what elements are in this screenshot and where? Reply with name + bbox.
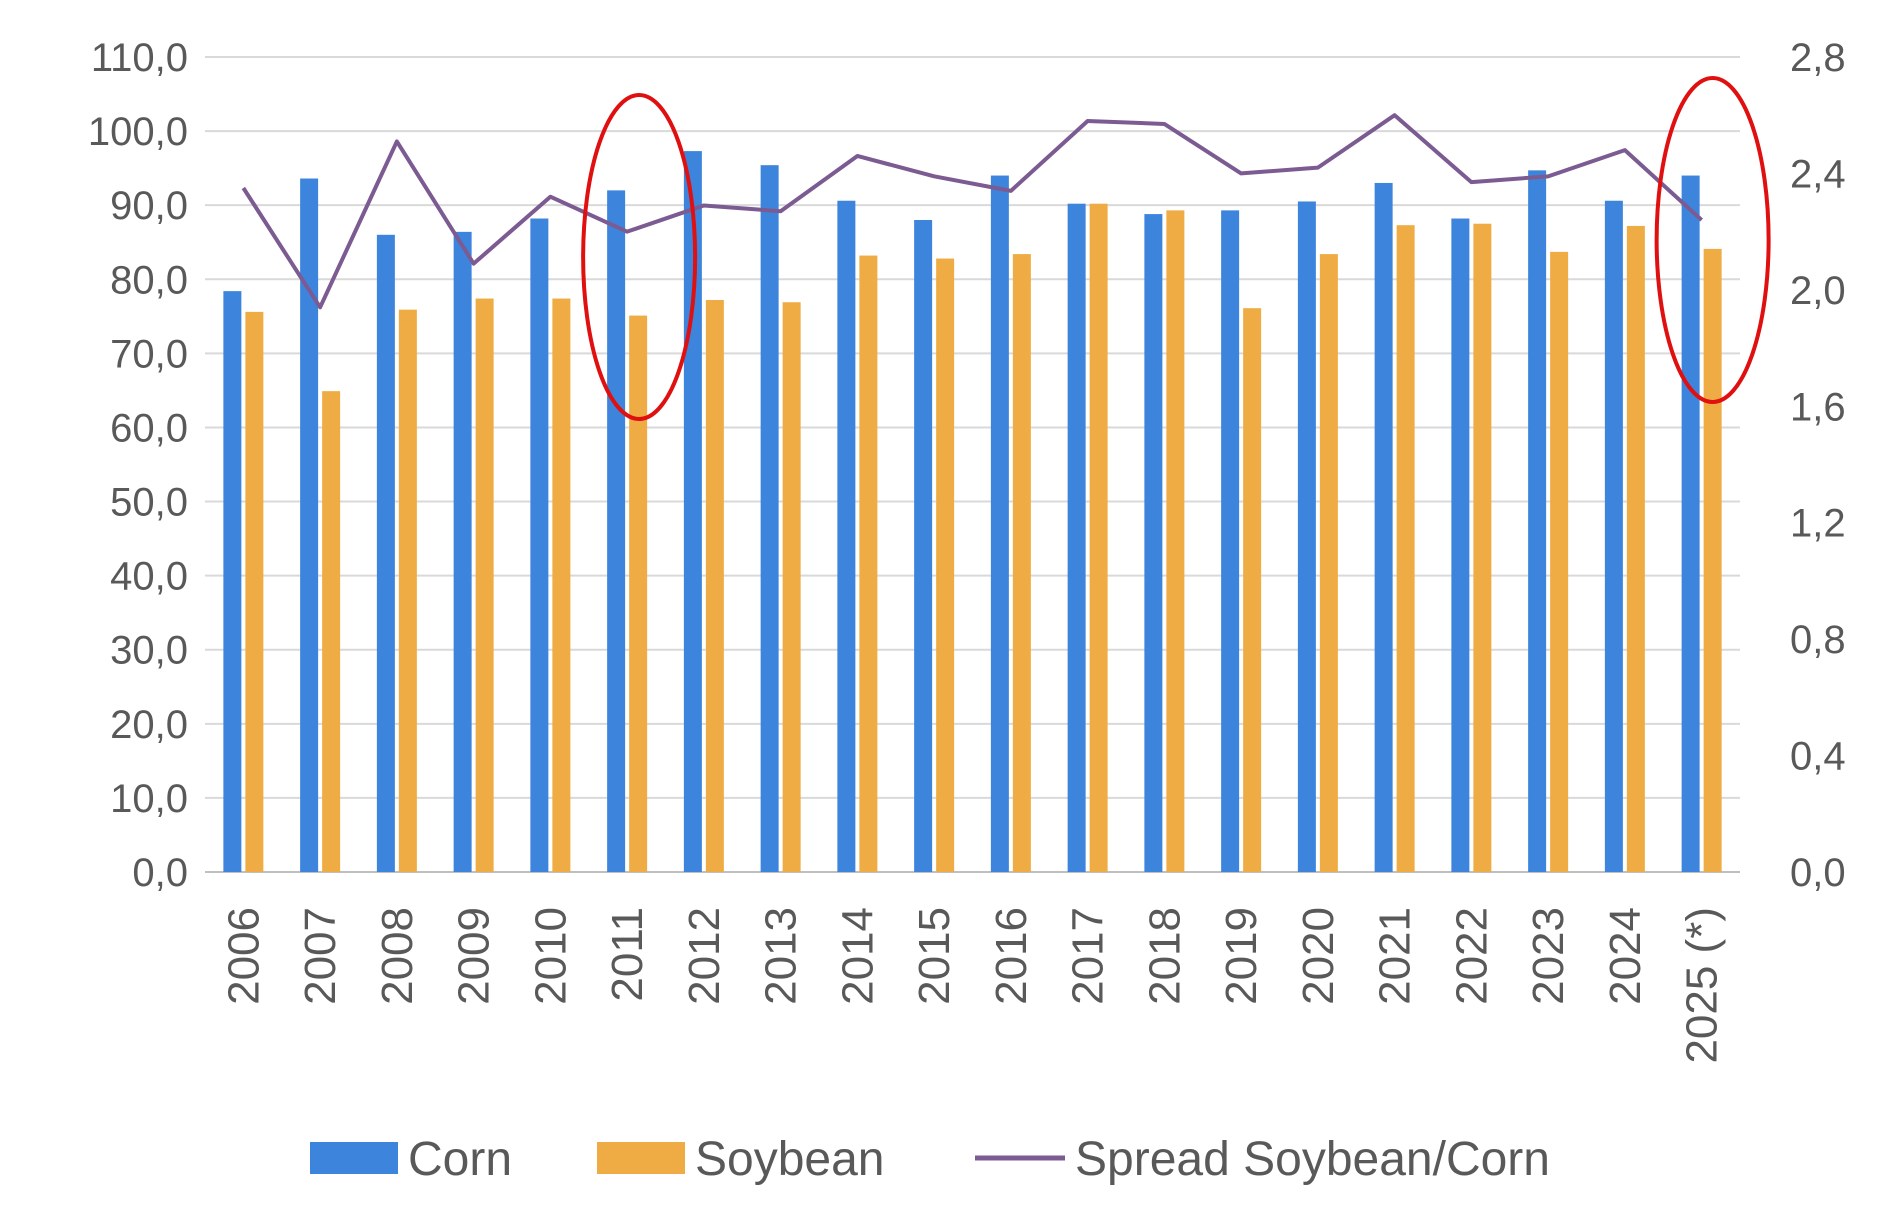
right-tick-label: 0,8 (1790, 618, 1846, 662)
bars (223, 151, 1722, 873)
spread-line (241, 113, 1703, 310)
bar-corn (760, 165, 779, 872)
bar-soybean (1319, 254, 1338, 873)
left-tick-label: 100,0 (88, 110, 188, 154)
bar-soybean (1626, 225, 1645, 873)
legend: Corn Soybean Spread Soybean/Corn (310, 1133, 1550, 1186)
x-tick-label: 2013 (757, 907, 806, 1005)
bar-soybean (1166, 210, 1185, 873)
left-tick-label: 110,0 (91, 36, 188, 80)
bar-corn (1528, 170, 1547, 873)
left-tick-label: 50,0 (110, 481, 188, 525)
bar-corn (1297, 201, 1316, 872)
x-tick-label: 2010 (526, 907, 575, 1005)
x-tick-label: 2023 (1524, 907, 1573, 1005)
left-tick-label: 60,0 (110, 406, 188, 450)
bar-soybean (552, 298, 571, 872)
x-tick-label: 2016 (987, 907, 1036, 1005)
bar-corn (1144, 214, 1163, 872)
right-tick-label: 1,6 (1790, 385, 1846, 429)
bar-corn (300, 178, 319, 872)
annotation-ellipse (581, 93, 698, 421)
bar-soybean (782, 302, 801, 872)
right-tick-label: 2,4 (1790, 152, 1846, 196)
bar-corn (530, 218, 549, 872)
x-tick-label: 2020 (1294, 907, 1343, 1005)
bar-corn (1604, 200, 1623, 873)
x-tick-label: 2012 (680, 907, 729, 1005)
bar-corn (223, 291, 242, 872)
x-tick-label: 2024 (1601, 907, 1650, 1005)
bar-soybean (705, 300, 724, 872)
bar-corn (607, 190, 626, 872)
x-tick-label: 2011 (603, 907, 652, 1002)
left-tick-label: 40,0 (110, 555, 188, 599)
x-tick-label: 2021 (1371, 907, 1420, 1005)
bar-corn (914, 220, 933, 872)
bar-soybean (859, 255, 878, 873)
right-tick-label: 1,2 (1790, 502, 1846, 546)
bar-corn (1067, 203, 1086, 872)
bar-soybean (1089, 203, 1108, 872)
x-tick-label: 2009 (450, 907, 499, 1005)
bar-corn (376, 234, 395, 872)
bar-soybean (629, 315, 648, 872)
x-tick-label: 2007 (296, 907, 345, 1005)
line-spread (241, 113, 1703, 310)
x-tick-label: 2014 (833, 907, 882, 1005)
bar-corn (453, 231, 472, 872)
bar-soybean (1396, 225, 1415, 872)
bar-soybean (398, 309, 417, 872)
bar-soybean (1243, 308, 1262, 872)
right-tick-label: 0,4 (1790, 735, 1846, 779)
left-tick-label: 0,0 (132, 851, 188, 895)
left-tick-label: 80,0 (110, 258, 188, 302)
bar-corn (990, 175, 1009, 872)
bar-soybean (245, 311, 264, 872)
bar-soybean (475, 298, 494, 872)
left-tick-label: 20,0 (110, 703, 188, 747)
x-tick-label: 2022 (1447, 907, 1496, 1005)
bar-soybean (322, 391, 341, 872)
legend-label-spread: Spread Soybean/Corn (1075, 1133, 1550, 1186)
left-tick-label: 90,0 (110, 184, 188, 228)
legend-label-soybean: Soybean (695, 1133, 885, 1186)
bar-corn (1681, 175, 1700, 872)
x-tick-label: 2019 (1217, 907, 1266, 1005)
left-axis-ticks: 0,0 10,0 20,0 30,0 40,0 50,0 60,0 70,0 80,0 90,0 1… (88, 36, 188, 895)
right-axis-ticks: 0,0 0,4 0,8 1,2 1,6 2,0 2,4 2,8 (1790, 36, 1846, 895)
left-tick-label: 10,0 (110, 777, 188, 821)
legend-swatch-soybean (597, 1142, 685, 1174)
right-tick-label: 0,0 (1790, 851, 1846, 895)
left-tick-label: 30,0 (110, 629, 188, 673)
x-tick-label: 2025 (*) (1678, 907, 1727, 1064)
bar-soybean (1550, 251, 1569, 873)
bar-soybean (1012, 254, 1031, 873)
bar-corn (1221, 210, 1240, 873)
x-tick-label: 2018 (1140, 907, 1189, 1005)
bar-corn (1374, 182, 1393, 873)
x-tick-label: 2015 (910, 907, 959, 1005)
bar-soybean (1473, 223, 1492, 873)
x-tick-label: 2017 (1064, 907, 1113, 1005)
legend-swatch-corn (310, 1142, 398, 1174)
bar-corn (837, 200, 856, 873)
x-axis-labels: 2006 2007 2008 2009 2010 2011 2012 2013 2014 2015… (219, 907, 1726, 1064)
left-tick-label: 70,0 (110, 332, 188, 376)
bar-corn (683, 151, 702, 872)
bar-soybean (936, 258, 955, 872)
annotation-ellipse (1654, 76, 1771, 404)
x-tick-label: 2008 (373, 907, 422, 1005)
bar-corn (1451, 218, 1470, 872)
annotations (581, 76, 1771, 421)
right-tick-label: 2,0 (1790, 269, 1846, 313)
right-tick-label: 2,8 (1790, 36, 1846, 80)
bar-soybean (1703, 248, 1722, 873)
legend-label-corn: Corn (408, 1133, 512, 1186)
x-tick-label: 2006 (219, 907, 268, 1005)
